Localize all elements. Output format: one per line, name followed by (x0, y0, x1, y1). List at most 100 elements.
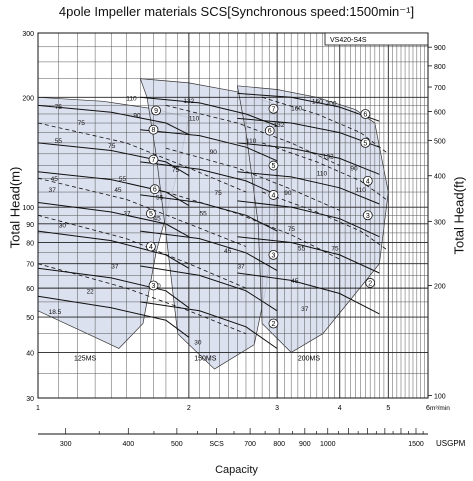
stage-marker (268, 190, 279, 200)
power-label: 110 (317, 171, 328, 178)
stage-label: 5 (149, 211, 153, 218)
stage-marker (146, 208, 156, 219)
x-tick-label: 6 (426, 405, 430, 412)
y-tick-label-m: 50 (26, 315, 34, 322)
usgpm-tick-label: 900 (299, 441, 311, 448)
power-curve (165, 105, 340, 166)
head-curve (37, 171, 190, 207)
stage-marker (149, 184, 160, 195)
stage-marker (264, 125, 275, 136)
head-curve (140, 265, 278, 312)
power-label: 75 (215, 190, 223, 197)
y-tick-label-m: 30 (26, 396, 34, 403)
stage-label: 8 (152, 127, 156, 134)
y-tick-label-m: 90 (26, 222, 34, 229)
y-tick-label-m: 60 (26, 286, 34, 293)
usgpm-tick-label: 500 (171, 441, 183, 448)
stage-marker (365, 278, 376, 288)
power-curve (37, 263, 247, 335)
stage-label: 7 (272, 106, 276, 113)
stage-label: 6 (153, 187, 157, 194)
power-label: 90 (350, 166, 358, 173)
x-tick-label: 1 (36, 405, 40, 412)
stage-marker (146, 241, 156, 252)
stage-marker (360, 109, 371, 119)
power-curve (165, 147, 340, 211)
stage-marker (148, 280, 159, 291)
power-label: 55 (55, 138, 63, 145)
usgpm-tick-label: 800 (273, 441, 285, 448)
head-curve (237, 236, 380, 274)
x-tick-label: 4 (338, 405, 342, 412)
stage-marker (362, 210, 373, 221)
power-curve (261, 191, 389, 252)
power-label: 110 (355, 187, 366, 194)
power-label: 75 (55, 104, 63, 111)
x-tick-label: 3 (275, 405, 279, 412)
power-label: 75 (172, 167, 180, 174)
head-curve (37, 142, 190, 177)
stage-label: 3 (272, 252, 276, 259)
power-label: 110 (126, 95, 137, 102)
power-curve (37, 122, 247, 193)
y-tick-label-m: 80 (26, 241, 34, 248)
head-curve (237, 142, 380, 175)
head-curve (140, 301, 278, 349)
power-label: 45 (114, 187, 122, 194)
power-label: 37 (301, 306, 309, 313)
head-curve (237, 117, 380, 148)
stage-marker (362, 176, 373, 186)
stage-marker (148, 154, 159, 165)
power-label: 45 (51, 176, 59, 183)
head-curve (140, 96, 278, 127)
stage-label: 3 (152, 283, 156, 290)
x-tick-label: 5 (386, 405, 390, 412)
power-label: 30 (59, 222, 67, 229)
power-curve (165, 191, 340, 260)
power-label: 90 (133, 113, 141, 120)
stage-label: 4 (366, 178, 370, 185)
y-tick-label-ft: 100 (434, 393, 446, 400)
stage-label: 5 (272, 163, 276, 170)
stage-label: 6 (363, 111, 367, 118)
head-curve (37, 295, 190, 338)
head-curve (37, 267, 190, 309)
stage-label: 9 (154, 108, 158, 115)
stage-marker (360, 137, 371, 148)
power-label: 37 (237, 263, 245, 270)
power-label: 18.5 (49, 309, 62, 316)
usgpm-tick-label: 700 (244, 441, 256, 448)
power-label: 45 (224, 248, 232, 255)
power-label: 160 (291, 105, 302, 112)
y-tick-label-ft: 300 (434, 219, 446, 226)
y-tick-label-ft: 700 (434, 85, 446, 92)
y-tick-label-ft: 900 (434, 45, 446, 52)
power-label: 110 (189, 115, 200, 122)
stage-marker (268, 160, 279, 171)
x-unit-primary: m³/min (430, 405, 450, 412)
power-label: 55 (119, 176, 127, 183)
power-curve (261, 96, 389, 155)
usgpm-tick-label: 300 (60, 441, 72, 448)
y-tick-label-ft: 600 (434, 109, 446, 116)
model-label: VS420-S4S (330, 37, 367, 44)
power-label: 37 (49, 187, 57, 194)
power-label: 75 (108, 143, 116, 150)
stage-label: 2 (272, 321, 276, 328)
head-curve (237, 92, 380, 122)
power-label: 22 (87, 288, 95, 295)
region-label: 125MS (74, 356, 97, 363)
power-label: 75 (78, 120, 86, 127)
power-label: 30 (194, 340, 202, 347)
y-tick-label-m: 100 (22, 205, 34, 212)
stage-label: 5 (363, 140, 367, 147)
stage-label: 6 (268, 128, 272, 135)
y-tick-label-ft: 400 (434, 174, 446, 181)
stage-label: 2 (368, 280, 372, 287)
head-curve (37, 202, 190, 238)
power-label: 110 (246, 138, 257, 145)
y-tick-label-m: 300 (22, 31, 34, 38)
stage-marker (268, 318, 279, 329)
head-curve (140, 161, 278, 196)
power-label: 45 (153, 215, 161, 222)
